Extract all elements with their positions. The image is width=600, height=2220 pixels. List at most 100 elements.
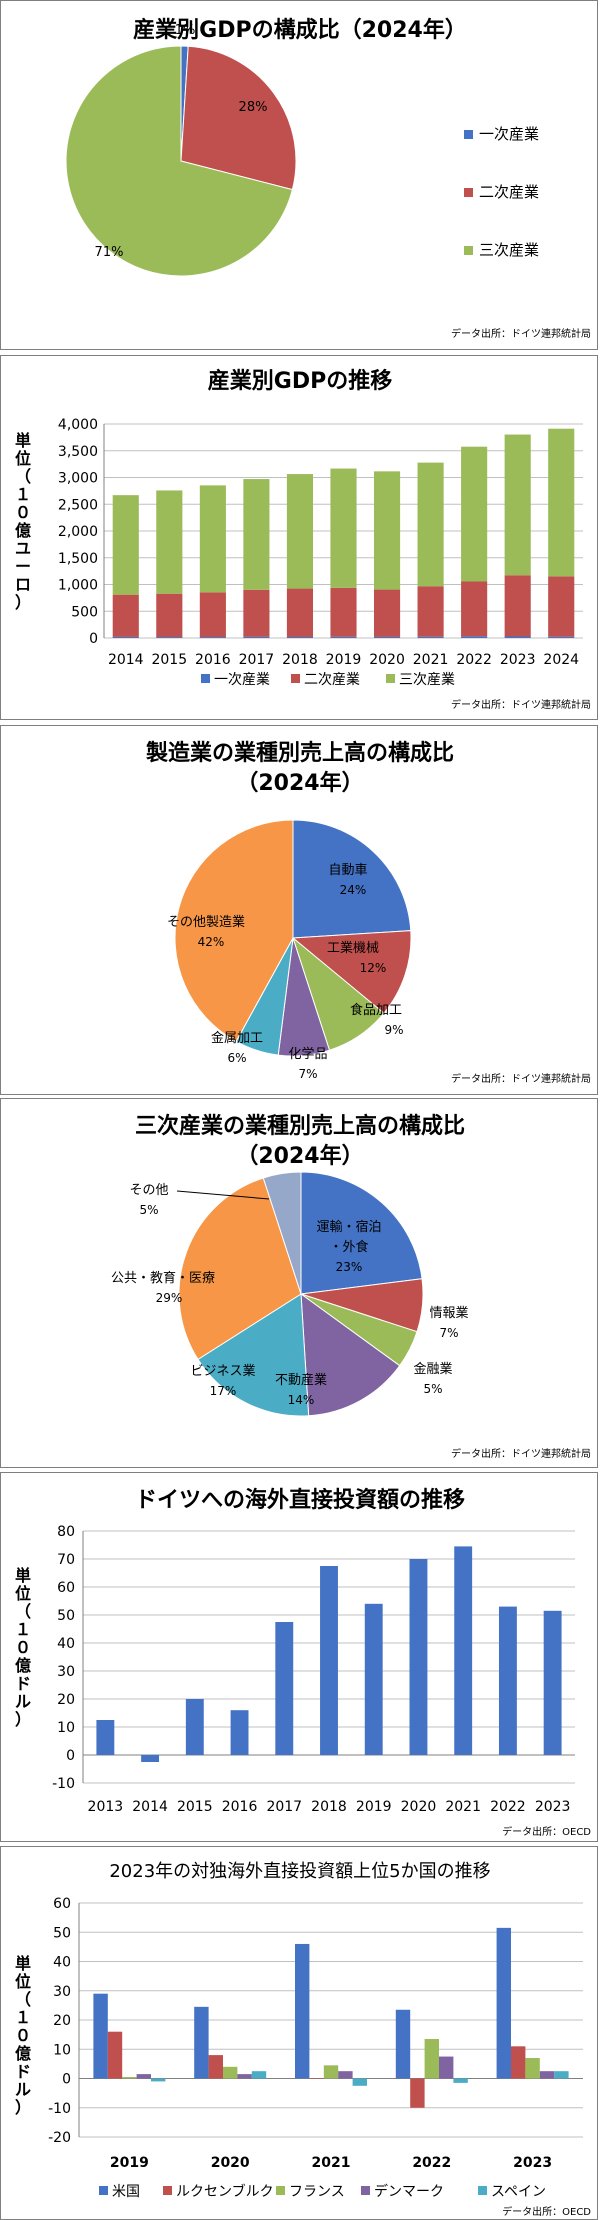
bar-3-2018: [286, 474, 314, 589]
source-note: データ出所：ドイツ連邦統計局: [451, 698, 591, 711]
bar-5-2019: [151, 2078, 166, 2082]
x-tick-label: 2017: [266, 1799, 302, 1815]
bar-2020: [409, 1559, 428, 1755]
legend-label-1: 一次産業: [479, 125, 539, 143]
bar-1-2021: [417, 636, 444, 638]
pie-slice-2: [291, 930, 412, 1014]
bar-2017: [275, 1622, 294, 1755]
chart-panel-tertiary: 三次産業の業種別売上高の構成比 （2024年） 運輸・宿泊 ・外食 23% 情報業 7% 金融…: [0, 1098, 598, 1468]
bar-1-2018: [286, 636, 314, 638]
y-axis-label: （: [15, 1990, 31, 2009]
bar-3-2019: [122, 2077, 137, 2079]
bar-2-2020: [373, 589, 401, 637]
legend-swatch-1: [464, 130, 473, 139]
bar-1-2023: [496, 1927, 511, 2079]
bar-1-2020: [194, 2006, 209, 2079]
slice-label-3: 金融業: [413, 1361, 452, 1377]
bar-3-2017: [243, 479, 270, 590]
data-label-3: 9%: [384, 1023, 403, 1037]
chart-title: ドイツへの海外直接投資額の推移: [135, 1487, 465, 1513]
pie-slice-6: [178, 1177, 302, 1361]
bar-3-2016: [199, 485, 226, 593]
pie-slice-2: [180, 45, 297, 191]
bar-4-2019: [136, 2074, 151, 2079]
bar-1-2016: [199, 637, 226, 638]
x-tick-label: 2022: [412, 2155, 451, 2171]
bar-2-2019: [330, 587, 357, 637]
chart-title: 三次産業の業種別売上高の構成比: [135, 1113, 465, 1139]
chart-subtitle: （2024年）: [236, 770, 363, 796]
chart-gdp-composition: 産業別GDPの構成比（2024年）1% 28% 71% 一次産業二次産業三次産業データ…: [65, 17, 591, 340]
slice-label-1: ・外食: [329, 1239, 368, 1255]
bar-3-2015: [156, 490, 183, 594]
legend-label-1: 一次産業: [214, 672, 270, 688]
bar-4-2021: [338, 2071, 353, 2079]
y-tick-label: 10: [57, 1720, 75, 1736]
y-tick-label: -10: [52, 1776, 75, 1792]
y-axis-label: ー: [15, 557, 31, 576]
data-label-1: 24%: [340, 883, 367, 897]
bar-2-2021: [309, 2078, 324, 2079]
x-tick-label: 2021: [312, 2155, 351, 2171]
y-tick-label: 40: [53, 1955, 71, 1971]
bar-2013: [96, 1720, 115, 1755]
bar-1-2022: [461, 636, 488, 638]
y-axis-label: ０: [15, 503, 31, 522]
pie-slice-5: [197, 1293, 310, 1417]
data-label-7: 5%: [139, 1203, 158, 1217]
bar-1-2024: [548, 636, 575, 638]
y-tick-label: 30: [57, 1664, 75, 1680]
bar-5-2023: [554, 2071, 569, 2079]
chart-title: 製造業の業種別売上高の構成比: [145, 740, 454, 766]
y-axis-label: １: [15, 485, 31, 504]
y-axis-label: ）: [15, 1710, 31, 1729]
bar-1-2021: [295, 1943, 310, 2079]
x-tick-label: 2019: [356, 1799, 392, 1815]
y-axis-label: ド: [15, 2062, 31, 2081]
data-label-2: 12%: [360, 961, 387, 975]
bar-2-2021: [417, 586, 444, 637]
pie-slice-1: [292, 819, 412, 939]
bar-1-2023: [504, 636, 531, 638]
bar-2-2019: [107, 2031, 123, 2079]
y-tick-label: 0: [62, 2072, 71, 2088]
slice-label-4: 化学品: [288, 1046, 327, 1062]
leader-line: [176, 1190, 270, 1200]
x-tick-label: 2022: [490, 1799, 526, 1815]
x-tick-label: 2019: [110, 2155, 149, 2171]
y-axis-label: ロ: [15, 575, 31, 594]
x-tick-label: 2014: [132, 1799, 168, 1815]
x-tick-label: 2019: [326, 652, 362, 668]
slice-label-4: 不動産業: [275, 1372, 327, 1388]
y-axis-label: ）: [15, 2098, 31, 2117]
bar-4-2022: [439, 2056, 454, 2079]
slice-label-6: 公共・教育・医療: [111, 1270, 215, 1286]
pie-slice-4: [300, 1292, 401, 1417]
y-tick-label: -10: [48, 2101, 71, 2117]
bar-5-2021: [352, 2078, 367, 2086]
bar-2-2015: [156, 593, 183, 638]
bar-5-2020: [251, 2071, 267, 2079]
x-tick-label: 2016: [195, 652, 231, 668]
data-label-1: 1%: [175, 23, 196, 38]
y-axis-label: 単: [15, 1566, 31, 1585]
y-tick-label: 20: [53, 2013, 71, 2029]
legend-label-1: 米国: [112, 2184, 140, 2200]
x-tick-label: 2013: [88, 1799, 124, 1815]
slice-label-2: 工業機械: [327, 940, 379, 956]
y-tick-label: 10: [53, 2042, 71, 2058]
x-tick-label: 2014: [108, 652, 144, 668]
y-axis-label: （: [15, 1602, 31, 1621]
y-axis-label: ド: [15, 1674, 31, 1693]
chart-title: 産業別GDPの構成比（2024年）: [133, 17, 467, 43]
legend-label-2: 二次産業: [304, 672, 360, 688]
source-note: データ出所：ドイツ連邦統計局: [451, 1447, 591, 1460]
legend-swatch-2: [291, 674, 300, 683]
slice-label-5: ビジネス業: [190, 1363, 255, 1379]
chart-panel-manufacturing: 製造業の業種別売上高の構成比 （2024年） 自動車 24% 工業機械 12% 食品加工 9%…: [0, 725, 598, 1095]
y-axis-label: 位: [15, 1584, 31, 1603]
y-tick-label: -20: [48, 2130, 71, 2146]
